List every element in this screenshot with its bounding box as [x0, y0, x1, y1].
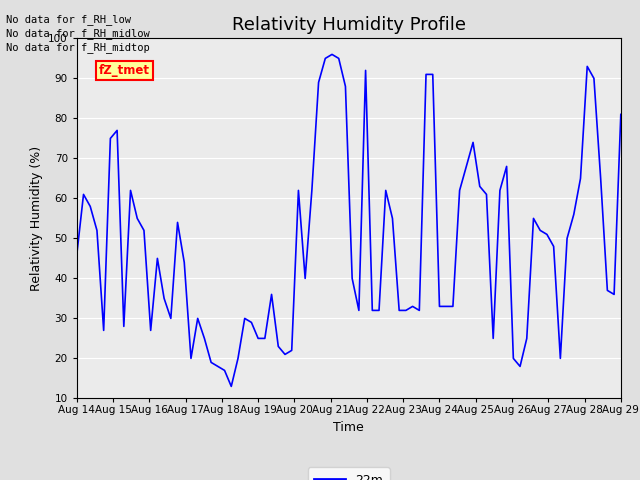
Y-axis label: Relativity Humidity (%): Relativity Humidity (%): [29, 146, 43, 291]
Text: No data for f_RH_midtop: No data for f_RH_midtop: [6, 42, 150, 53]
Legend: 22m: 22m: [308, 468, 390, 480]
Title: Relativity Humidity Profile: Relativity Humidity Profile: [232, 16, 466, 34]
X-axis label: Time: Time: [333, 421, 364, 434]
Text: fZ_tmet: fZ_tmet: [99, 64, 150, 77]
Text: No data for f_RH_low: No data for f_RH_low: [6, 13, 131, 24]
Text: No data for f_RH_midlow: No data for f_RH_midlow: [6, 28, 150, 39]
